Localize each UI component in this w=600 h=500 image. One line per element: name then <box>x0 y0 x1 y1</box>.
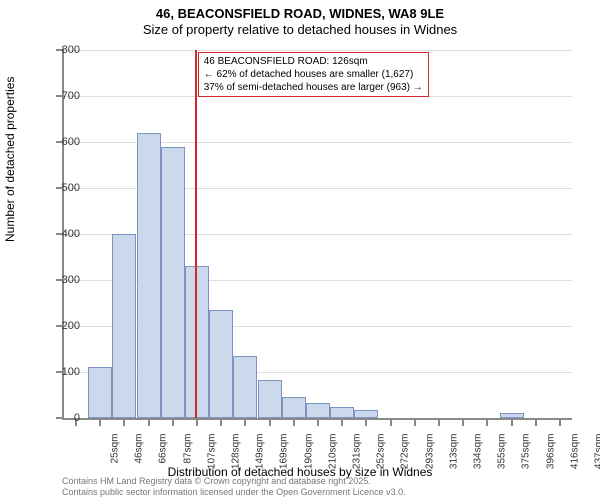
histogram-bar <box>209 310 233 418</box>
x-tick <box>341 418 343 426</box>
x-tick <box>511 418 513 426</box>
x-tick-label: 231sqm <box>352 434 363 479</box>
histogram-bar <box>185 266 209 418</box>
histogram-bar <box>112 234 136 418</box>
histogram-bar <box>306 403 330 418</box>
x-tick <box>196 418 198 426</box>
x-tick <box>269 418 271 426</box>
annotation-line: 46 BEACONSFIELD ROAD: 126sqm <box>204 55 423 68</box>
histogram-bar <box>233 356 257 418</box>
x-tick-label: 355sqm <box>497 434 508 479</box>
x-tick-label: 25sqm <box>110 434 121 479</box>
y-tick-label: 700 <box>40 90 80 102</box>
x-tick-label: 416sqm <box>569 434 580 479</box>
x-tick <box>559 418 561 426</box>
x-tick-label: 396sqm <box>545 434 556 479</box>
copyright-line-2: Contains public sector information licen… <box>62 487 406 498</box>
annotation-line: 37% of semi-detached houses are larger (… <box>204 81 423 94</box>
x-tick <box>414 418 416 426</box>
y-tick-label: 500 <box>40 182 80 194</box>
annotation-box: 46 BEACONSFIELD ROAD: 126sqm← 62% of det… <box>198 52 429 97</box>
x-tick-label: 252sqm <box>376 434 387 479</box>
x-tick-label: 190sqm <box>303 434 314 479</box>
y-tick-label: 200 <box>40 320 80 332</box>
x-tick <box>220 418 222 426</box>
reference-line <box>195 50 197 418</box>
x-tick <box>438 418 440 426</box>
x-tick-label: 128sqm <box>231 434 242 479</box>
x-tick-label: 210sqm <box>327 434 338 479</box>
histogram-bar <box>161 147 185 418</box>
x-tick-label: 293sqm <box>424 434 435 479</box>
x-tick <box>244 418 246 426</box>
x-tick <box>390 418 392 426</box>
x-tick <box>148 418 150 426</box>
x-tick-label: 46sqm <box>134 434 145 479</box>
plot-area: 46 BEACONSFIELD ROAD: 126sqm← 62% of det… <box>62 50 572 420</box>
x-tick <box>172 418 174 426</box>
x-tick <box>123 418 125 426</box>
x-tick <box>535 418 537 426</box>
chart-title-main: 46, BEACONSFIELD ROAD, WIDNES, WA8 9LE <box>0 6 600 21</box>
x-tick-label: 149sqm <box>255 434 266 479</box>
y-axis-title: Number of detached properties <box>3 77 17 242</box>
x-tick-label: 334sqm <box>472 434 483 479</box>
x-tick-label: 437sqm <box>593 434 600 479</box>
x-tick-label: 313sqm <box>448 434 459 479</box>
x-tick <box>462 418 464 426</box>
annotation-line: ← 62% of detached houses are smaller (1,… <box>204 68 423 81</box>
x-tick <box>486 418 488 426</box>
x-tick-label: 66sqm <box>158 434 169 479</box>
histogram-bar <box>282 397 306 418</box>
x-tick-label: 375sqm <box>521 434 532 479</box>
y-tick-label: 100 <box>40 366 80 378</box>
y-tick-label: 300 <box>40 274 80 286</box>
histogram-bar <box>330 407 354 419</box>
y-tick-label: 0 <box>40 412 80 424</box>
x-tick <box>99 418 101 426</box>
chart-title-sub: Size of property relative to detached ho… <box>0 22 600 37</box>
y-tick-label: 800 <box>40 44 80 56</box>
x-tick-label: 87sqm <box>182 434 193 479</box>
x-tick <box>365 418 367 426</box>
histogram-bar <box>258 380 282 418</box>
copyright: Contains HM Land Registry data © Crown c… <box>62 476 406 498</box>
histogram-bar <box>88 367 112 418</box>
y-tick-label: 600 <box>40 136 80 148</box>
x-tick <box>317 418 319 426</box>
x-tick-label: 107sqm <box>206 434 217 479</box>
x-tick-label: 169sqm <box>279 434 290 479</box>
histogram-bar <box>354 410 378 418</box>
histogram-bar <box>137 133 161 418</box>
y-tick-label: 400 <box>40 228 80 240</box>
x-tick-label: 272sqm <box>400 434 411 479</box>
x-tick <box>293 418 295 426</box>
gridline <box>64 50 572 51</box>
